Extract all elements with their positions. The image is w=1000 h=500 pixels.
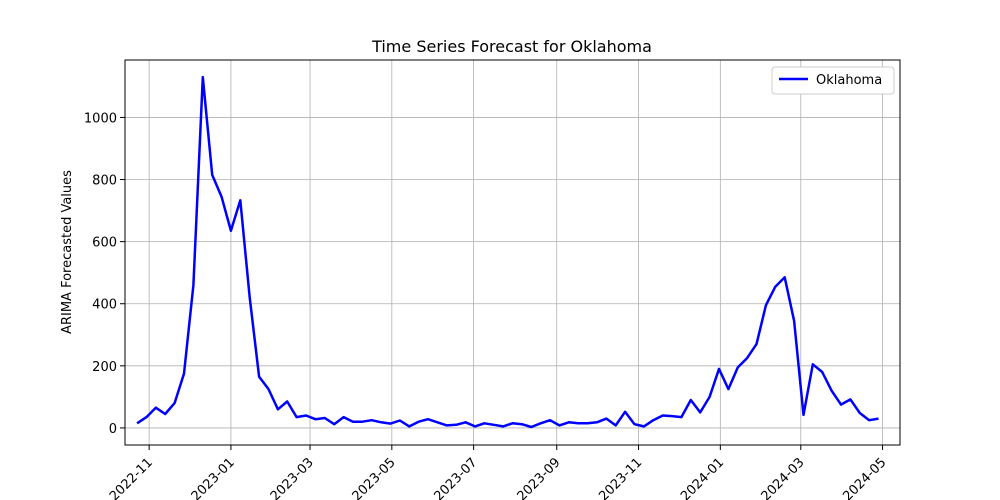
- series-line-oklahoma: [136, 75, 879, 429]
- x-tick-label: 2023-09: [515, 455, 564, 500]
- x-tick-label: 2023-07: [431, 455, 480, 500]
- x-tick-label: 2022-11: [107, 455, 156, 500]
- x-tick-label: 2023-01: [189, 455, 238, 500]
- x-tick-label: 2024-01: [678, 455, 727, 500]
- y-axis: 0 200 400 600 800 1000: [84, 111, 125, 437]
- y-tick-label: 0: [109, 422, 117, 437]
- x-tick-label: 2023-03: [268, 455, 317, 500]
- x-tick-label: 2023-11: [596, 455, 645, 500]
- x-tick-label: 2023-05: [350, 455, 399, 500]
- y-tick-label: 800: [92, 174, 117, 189]
- y-tick-label: 600: [92, 236, 117, 251]
- chart-title: Time Series Forecast for Oklahoma: [371, 37, 652, 56]
- legend-box: [771, 66, 895, 95]
- x-tick-label: 2024-05: [840, 455, 889, 500]
- plot-frame: [124, 59, 901, 446]
- legend: Oklahoma: [771, 66, 895, 95]
- grid: [125, 60, 900, 445]
- y-tick-label: 200: [92, 360, 117, 375]
- y-axis-label: ARIMA Forecasted Values: [60, 170, 75, 334]
- y-tick-label: 1000: [84, 111, 117, 126]
- series-layer: [136, 75, 879, 429]
- x-tick-label: 2024-03: [759, 455, 808, 500]
- legend-label-oklahoma: Oklahoma: [816, 73, 882, 88]
- x-axis: 2022-11 2023-01 2023-03 2023-05 2023-07 2023-…: [107, 445, 889, 500]
- y-tick-label: 400: [92, 298, 117, 313]
